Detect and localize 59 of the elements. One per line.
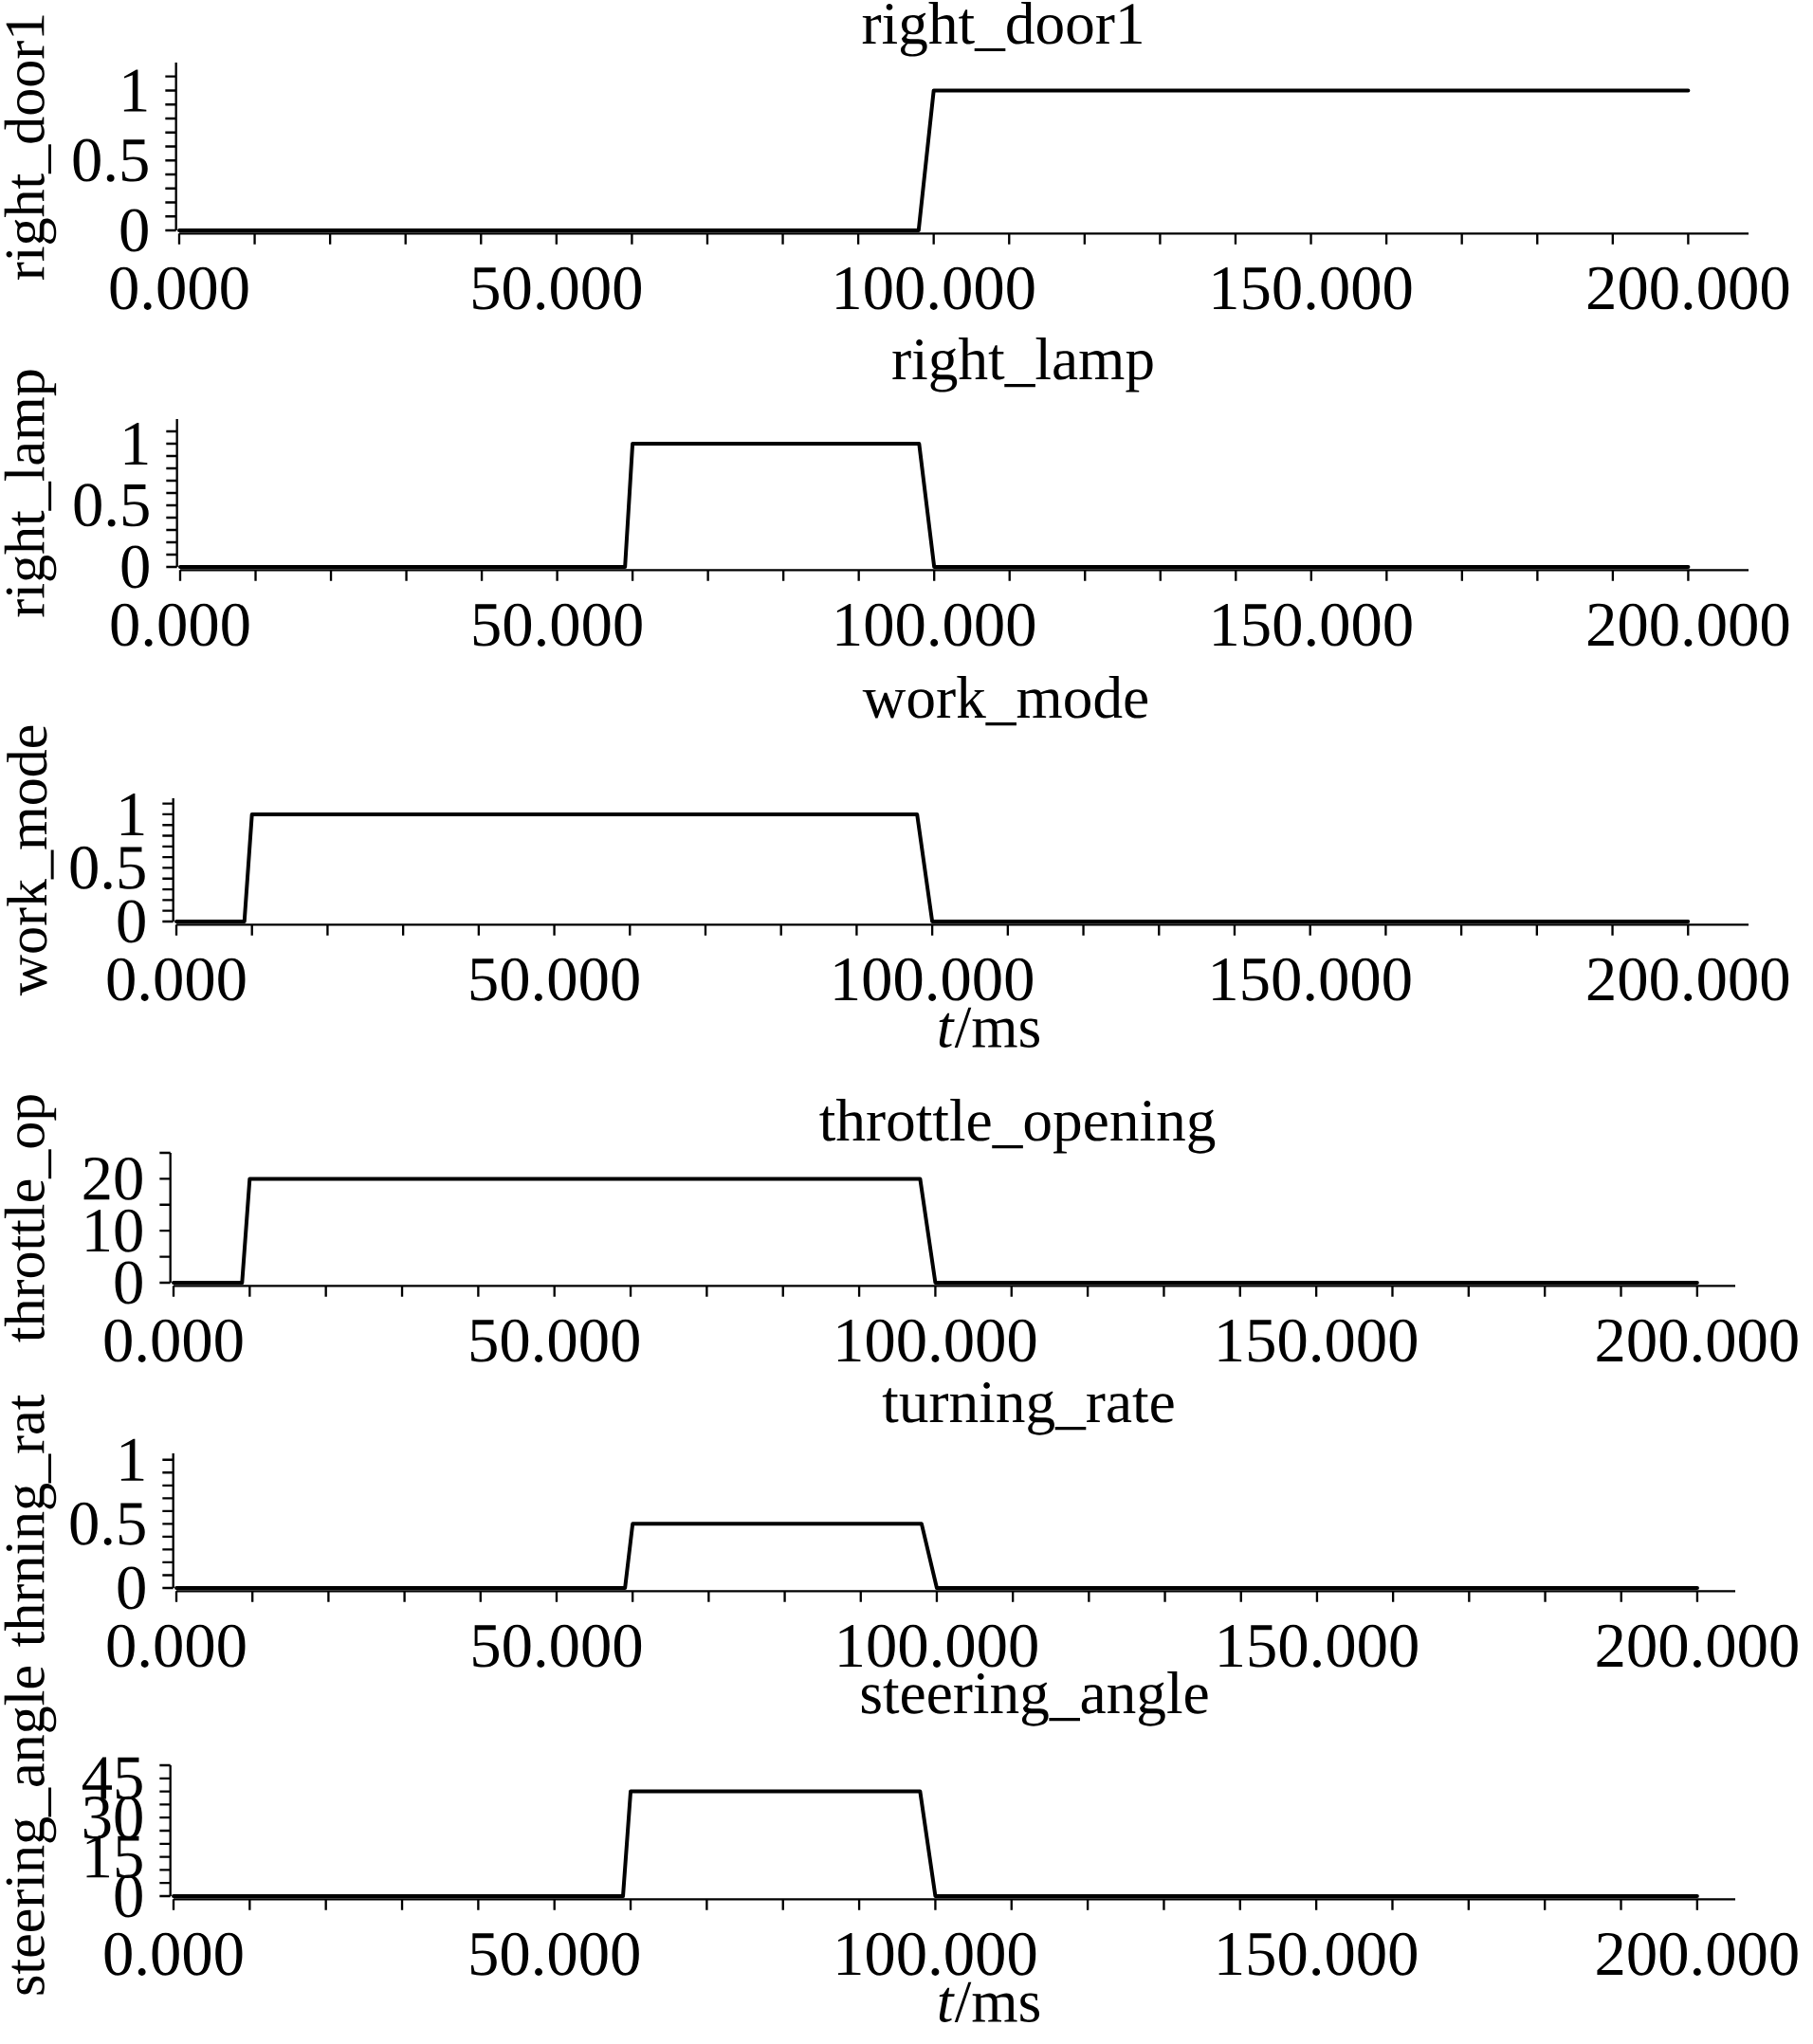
y-axis-title: work_mode bbox=[7, 725, 54, 996]
y-tick-label: 0.5 bbox=[73, 138, 148, 182]
x-tick-label: 100.000 bbox=[837, 1932, 1036, 1976]
x-tick-label: 200.000 bbox=[1597, 1319, 1798, 1362]
x-tick-label: 100.000 bbox=[837, 1319, 1036, 1362]
x-tick-label: 100.000 bbox=[836, 266, 1035, 310]
x-tick-label: 100.000 bbox=[836, 603, 1035, 647]
y-tick-label: 0 bbox=[120, 209, 148, 252]
y-tick-label: 1 bbox=[120, 1438, 144, 1481]
x-tick-label: 150.000 bbox=[1218, 1932, 1417, 1976]
x-tick-label: 0.000 bbox=[104, 1932, 243, 1976]
x-tick-label: 0.000 bbox=[111, 603, 249, 647]
x-tick-label: 50.000 bbox=[473, 1624, 642, 1668]
y-tick-label: 1 bbox=[123, 69, 147, 112]
x-tick-label: 150.000 bbox=[1219, 1624, 1418, 1668]
x-tick-label: 150.000 bbox=[1218, 1319, 1417, 1362]
y-tick-label: 1 bbox=[124, 422, 148, 465]
y-axis-title: right_door1 bbox=[4, 15, 57, 280]
x-tick-label: 50.000 bbox=[473, 603, 642, 647]
x-tick-label: 50.000 bbox=[470, 1319, 639, 1362]
chart-title: steering_angle bbox=[861, 1671, 1208, 1726]
x-tick-label: 50.000 bbox=[470, 958, 639, 1001]
x-tick-label: 0.000 bbox=[107, 1624, 246, 1668]
y-axis-title: throttle_op bbox=[4, 1095, 57, 1342]
y-axis-title: thrning_rat bbox=[4, 1395, 57, 1647]
x-tick-label: 0.000 bbox=[107, 958, 246, 1001]
x-tick-label: 200.000 bbox=[1588, 603, 1789, 647]
chart-title: turning_rate bbox=[882, 1382, 1174, 1435]
x-axis-title: t/ms bbox=[939, 1981, 1040, 2023]
y-tick-label: 0.5 bbox=[74, 484, 149, 527]
y-tick-label: 0 bbox=[115, 1261, 142, 1305]
x-tick-label: 150.000 bbox=[1213, 958, 1411, 1001]
chart-title: work_mode bbox=[862, 676, 1148, 726]
x-tick-label: 150.000 bbox=[1214, 266, 1412, 310]
x-tick-label: 150.000 bbox=[1214, 603, 1412, 647]
x-tick-label: 200.000 bbox=[1587, 266, 1789, 310]
chart-title: right_door1 bbox=[862, 2, 1142, 57]
x-tick-label: 0.000 bbox=[110, 266, 248, 310]
y-tick-label: 20 bbox=[83, 1157, 142, 1200]
y-tick-label: 0.5 bbox=[70, 1502, 145, 1545]
x-tick-label: 100.000 bbox=[834, 958, 1033, 1001]
x-tick-label: 0.000 bbox=[104, 1319, 243, 1362]
chart-title: throttle_opening bbox=[819, 1099, 1216, 1154]
y-axis-title: right_lamp bbox=[4, 370, 57, 617]
x-tick-label: 200.000 bbox=[1597, 1624, 1798, 1668]
x-axis-title: t/ms bbox=[939, 1007, 1039, 1049]
x-tick-label: 200.000 bbox=[1587, 958, 1789, 1001]
y-tick-label: 10 bbox=[86, 1209, 142, 1252]
x-tick-label: 50.000 bbox=[473, 266, 641, 310]
x-tick-label: 200.000 bbox=[1597, 1932, 1798, 1976]
chart-title: right_lamp bbox=[892, 338, 1153, 392]
y-tick-label: 0.5 bbox=[70, 846, 145, 890]
y-tick-label: 0 bbox=[118, 1566, 145, 1610]
y-tick-label: 1 bbox=[120, 793, 144, 835]
x-tick-label: 100.000 bbox=[839, 1624, 1037, 1668]
y-axis-title: steering_angle bbox=[4, 1667, 57, 1995]
x-tick-label: 50.000 bbox=[470, 1932, 639, 1976]
y-tick-label: 0 bbox=[121, 545, 149, 589]
y-tick-label: 0 bbox=[118, 900, 145, 943]
